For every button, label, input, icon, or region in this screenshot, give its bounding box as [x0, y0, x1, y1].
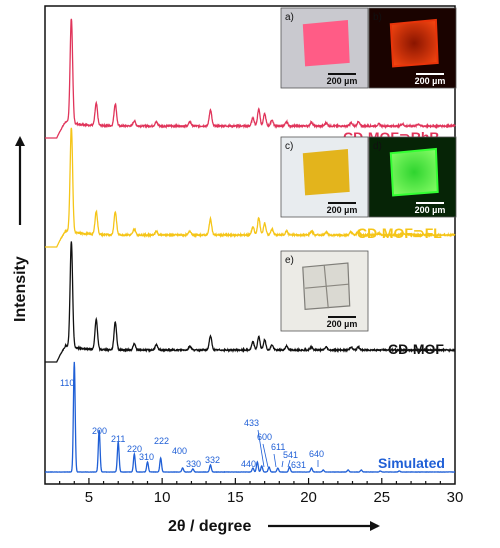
- peak-leader-541: [281, 460, 284, 468]
- crystal-edge: [323, 265, 329, 309]
- peak-label-440: 440: [241, 459, 256, 469]
- series-line-3: [44, 361, 455, 473]
- scale-bar-label: 200 µm: [327, 205, 358, 215]
- peak-label-222: 222: [154, 436, 169, 446]
- series-line-2: [45, 241, 456, 363]
- inset-tag: b): [373, 12, 382, 23]
- scale-bar-label: 200 µm: [327, 319, 358, 329]
- series-label-2: CD-MOF: [388, 341, 444, 357]
- crystal-shape: [302, 20, 350, 67]
- series-line-0: [45, 18, 456, 139]
- x-axis-title: 2θ / degree: [168, 518, 380, 535]
- x-tick-label-15: 15: [227, 489, 244, 506]
- x-tick-label-5: 5: [85, 489, 93, 506]
- series-line-1: [45, 127, 456, 248]
- crystal-shape: [389, 18, 439, 68]
- peak-label-200: 200: [92, 426, 107, 436]
- peak-label-400: 400: [172, 446, 187, 456]
- peak-leader-600: [262, 443, 269, 468]
- inset-tag: e): [285, 255, 294, 266]
- x-tick-label-30: 30: [447, 489, 464, 506]
- y-axis-title: Intensity: [12, 136, 29, 322]
- peak-label-310: 310: [139, 452, 154, 462]
- peak-label-541: 541: [283, 450, 298, 460]
- series-label-1: CD-MOF⊃FL: [357, 225, 442, 241]
- inset-d: d) 200 µm: [368, 136, 457, 218]
- inset-c: c) 200 µm: [280, 136, 369, 218]
- peak-label-611: 611: [271, 442, 285, 452]
- series-label-3: Simulated: [378, 455, 445, 471]
- peak-label-600: 600: [257, 432, 272, 442]
- y-axis-label: Intensity: [12, 256, 29, 322]
- inset-tag: a): [285, 12, 294, 23]
- peak-label-220: 220: [127, 444, 142, 454]
- x-tick-label-25: 25: [373, 489, 390, 506]
- inset-b: b) 200 µm: [368, 7, 457, 89]
- crystal-shape: [389, 147, 439, 197]
- peak-label-433: 433: [244, 418, 259, 428]
- x-tick-label-10: 10: [154, 489, 171, 506]
- crystal-edge: [305, 283, 349, 289]
- scale-bar-label: 200 µm: [415, 76, 446, 86]
- x-axis: 5 10 15 20 25 30: [59, 478, 464, 506]
- traces: [44, 18, 456, 473]
- peak-label-330: 330: [186, 459, 201, 469]
- peak-label-110: 110: [60, 378, 74, 388]
- x-axis-label: 2θ / degree: [168, 518, 251, 535]
- peak-leader-433: [257, 429, 265, 468]
- peak-leader-631: [287, 459, 291, 468]
- inset-tag: c): [285, 141, 293, 152]
- peak-label-332: 332: [205, 455, 220, 465]
- peak-label-211: 211: [111, 434, 125, 444]
- inset-tag: d): [373, 141, 382, 152]
- peak-label-640: 640: [309, 449, 324, 459]
- peak-label-631: 631: [291, 460, 306, 470]
- inset-e: e) 200 µm: [280, 250, 369, 332]
- peak-leader-611: [273, 453, 277, 468]
- x-tick-label-20: 20: [300, 489, 317, 506]
- inset-a: a) 200 µm: [280, 7, 369, 89]
- scale-bar-label: 200 µm: [327, 76, 358, 86]
- crystal-shape: [302, 149, 350, 196]
- micrograph-insets: a) 200 µm b) 200 µm c) 200 µm d) 200 µm e) 200 µm: [280, 7, 457, 332]
- scale-bar-label: 200 µm: [415, 205, 446, 215]
